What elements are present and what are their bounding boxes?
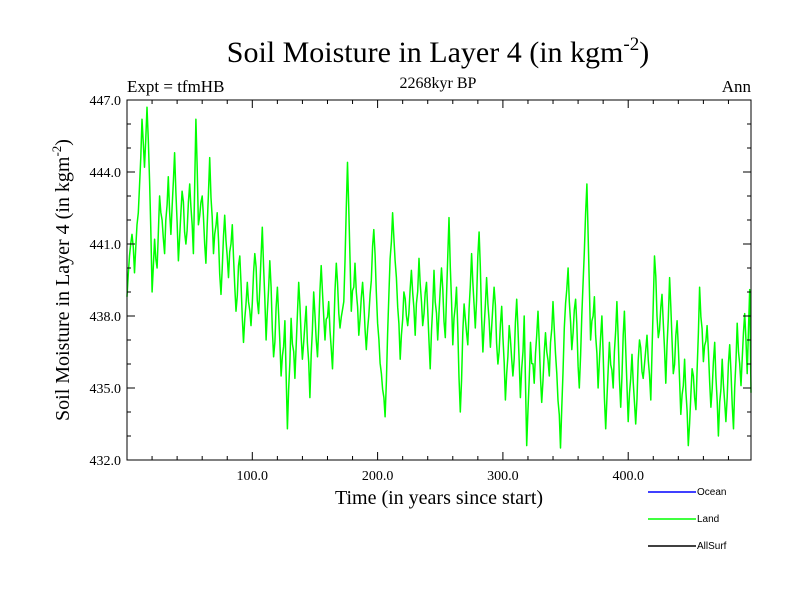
plot-frame <box>126 99 752 461</box>
legend-label-ocean: Ocean <box>697 487 726 498</box>
x-tick-label: 400.0 <box>612 469 644 484</box>
chart-title-superscript: -2 <box>623 34 639 55</box>
experiment-label: Expt = tfmHB <box>127 77 224 96</box>
y-tick-label: 435.0 <box>90 382 122 397</box>
x-tick-label: 100.0 <box>237 469 269 484</box>
x-axis-label: Time (in years since start) <box>335 487 543 509</box>
y-tick-label: 444.0 <box>90 166 122 181</box>
y-tick-label: 432.0 <box>90 454 122 469</box>
legend-label-allsurf: AllSurf <box>697 541 727 552</box>
x-tick-label: 300.0 <box>487 469 519 484</box>
y-tick-label: 447.0 <box>90 94 122 109</box>
y-tick-label: 441.0 <box>90 238 122 253</box>
y-axis-label: Soil Moisture in Layer 4 (in kgm-2) <box>49 139 74 421</box>
chart-subtitle: 2268kyr BP <box>400 75 477 92</box>
season-label: Ann <box>722 77 752 96</box>
plot-area <box>126 99 752 461</box>
series-line-land <box>126 106 752 449</box>
x-axis: 100.0 200.0 300.0 400.0 <box>151 100 729 484</box>
x-tick-label: 200.0 <box>362 469 394 484</box>
legend: Ocean Land AllSurf <box>648 487 727 552</box>
chart-title: Soil Moisture in Layer 4 (in kgm-2) <box>227 34 649 69</box>
y-axis-label-superscript: -2 <box>49 146 64 157</box>
y-axis: 432.0 435.0 438.0 441.0 444.0 447.0 <box>90 94 751 469</box>
y-tick-label: 438.0 <box>90 310 122 325</box>
legend-label-land: Land <box>697 514 719 525</box>
